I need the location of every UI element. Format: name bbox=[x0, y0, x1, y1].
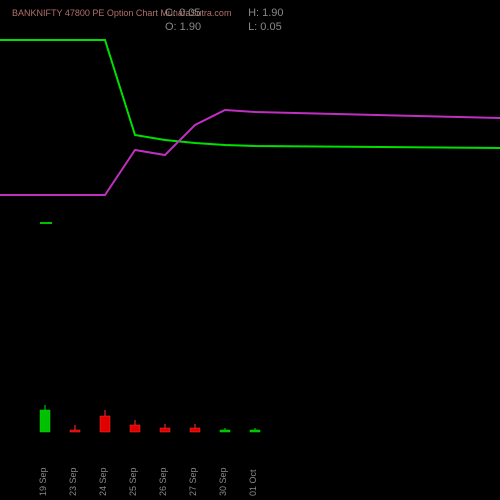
candle-body bbox=[220, 430, 230, 432]
x-axis-label: 25 Sep bbox=[128, 467, 138, 496]
x-axis-labels: 19 Sep 23 Sep 24 Sep 25 Sep 26 Sep 27 Sep 30 S… bbox=[0, 436, 500, 496]
x-axis-label: 23 Sep bbox=[68, 467, 78, 496]
candle-body bbox=[130, 425, 140, 432]
x-axis-label: 01 Oct bbox=[248, 469, 258, 496]
x-axis-label: 27 Sep bbox=[188, 467, 198, 496]
x-axis-label: 19 Sep bbox=[38, 467, 48, 496]
price-chart bbox=[0, 0, 500, 500]
legend-tick bbox=[40, 222, 52, 224]
candle-body bbox=[160, 428, 170, 432]
x-axis-label: 30 Sep bbox=[218, 467, 228, 496]
x-axis-label: 26 Sep bbox=[158, 467, 168, 496]
candle-body bbox=[70, 430, 80, 432]
line-series bbox=[0, 40, 500, 148]
candle-body bbox=[40, 410, 50, 432]
candle-body bbox=[250, 430, 260, 432]
candle-body bbox=[190, 428, 200, 432]
x-axis-label: 24 Sep bbox=[98, 467, 108, 496]
candle-body bbox=[100, 416, 110, 432]
line-series bbox=[0, 110, 500, 195]
